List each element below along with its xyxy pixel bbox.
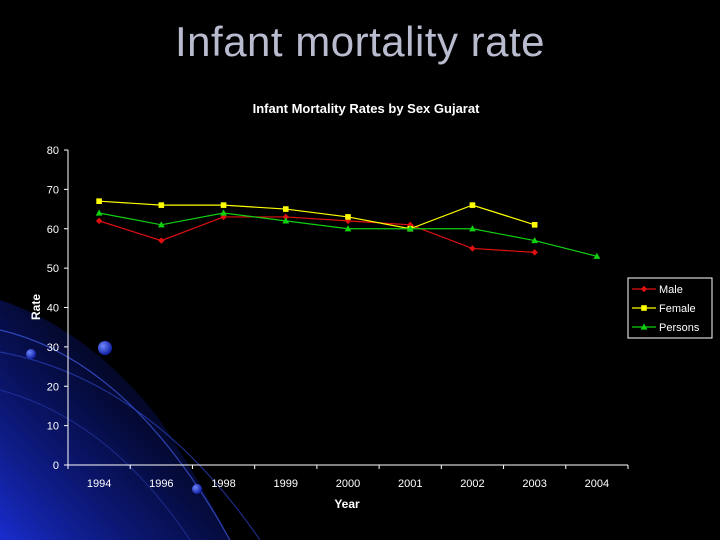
data-point-male: [95, 217, 103, 225]
y-tick-label: 0: [53, 460, 59, 472]
data-point-persons: [593, 252, 601, 259]
data-point-female: [220, 202, 227, 208]
data-point-female: [158, 202, 165, 208]
data-point-female: [282, 206, 289, 212]
series-layer: [95, 198, 601, 259]
decor-dot: [26, 349, 36, 359]
y-tick-label: 50: [47, 263, 59, 275]
legend-marker-persons: [640, 323, 648, 330]
blue-glow-shape: [0, 300, 230, 540]
x-tick-label: 2004: [585, 478, 609, 490]
data-point-female: [96, 198, 102, 204]
series-line-female: [99, 200, 535, 230]
x-ticks: 1994 1996 1998 1999 2000 2001 2002 2003 2004: [67, 465, 629, 490]
legend-marker-female: [641, 305, 647, 311]
x-tick-label: 2002: [460, 478, 484, 490]
y-axis-label: Rate: [29, 294, 43, 320]
decor-arc-line: [0, 329, 231, 540]
data-point-persons: [282, 217, 290, 224]
data-point-male: [469, 245, 476, 252]
slide-title: Infant mortality rate: [175, 18, 545, 65]
slide-decoration: [0, 300, 261, 540]
series-female: [96, 198, 538, 232]
data-point-persons: [469, 225, 476, 232]
y-tick-label: 40: [47, 303, 59, 315]
y-tick-label: 20: [47, 381, 59, 393]
y-tick-label: 60: [47, 224, 59, 236]
decor-dot: [192, 484, 202, 494]
data-point-male: [531, 249, 538, 256]
legend-label-female: Female: [659, 303, 696, 315]
data-point-persons: [95, 209, 103, 216]
decor-arc-line: [0, 351, 261, 540]
legend-label-persons: Persons: [659, 322, 700, 334]
data-point-persons: [220, 209, 227, 216]
data-point-persons: [344, 225, 352, 232]
series-persons: [95, 209, 601, 259]
data-point-persons: [531, 236, 539, 244]
x-tick-label: 1999: [274, 478, 298, 490]
series-male: [95, 213, 538, 256]
y-tick-label: 30: [47, 342, 59, 354]
x-tick-label: 1994: [87, 478, 111, 490]
x-tick-label: 2001: [398, 478, 422, 490]
data-point-persons: [406, 225, 414, 232]
data-point-female: [531, 222, 538, 228]
legend-marker-male: [640, 285, 648, 293]
y-tick-label: 10: [47, 421, 59, 433]
data-point-male: [344, 217, 352, 225]
y-tick-label: 70: [47, 184, 59, 196]
data-point-female: [345, 214, 351, 220]
legend: Male Female Persons: [627, 277, 713, 339]
data-point-male: [282, 213, 289, 221]
series-line-male: [98, 216, 535, 253]
decor-arc-line: [0, 389, 191, 540]
data-point-female: [469, 202, 476, 208]
x-tick-label: 2003: [522, 478, 546, 490]
x-axis-label: Year: [334, 497, 360, 511]
y-tick-label: 80: [47, 145, 59, 157]
data-point-male: [158, 237, 165, 244]
data-point-persons: [157, 221, 165, 228]
decor-dot: [98, 341, 112, 355]
x-tick-label: 1996: [149, 478, 173, 490]
chart-title: Infant Mortality Rates by Sex Gujarat: [253, 101, 481, 116]
y-ticks: 0 10 20 30 40 50 60 70 80: [47, 145, 68, 472]
x-tick-label: 1998: [211, 478, 235, 490]
legend-label-male: Male: [659, 284, 683, 296]
x-tick-label: 2000: [336, 478, 360, 490]
